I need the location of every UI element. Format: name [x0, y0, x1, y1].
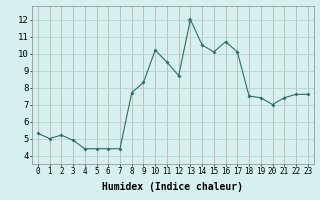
X-axis label: Humidex (Indice chaleur): Humidex (Indice chaleur) — [102, 182, 243, 192]
